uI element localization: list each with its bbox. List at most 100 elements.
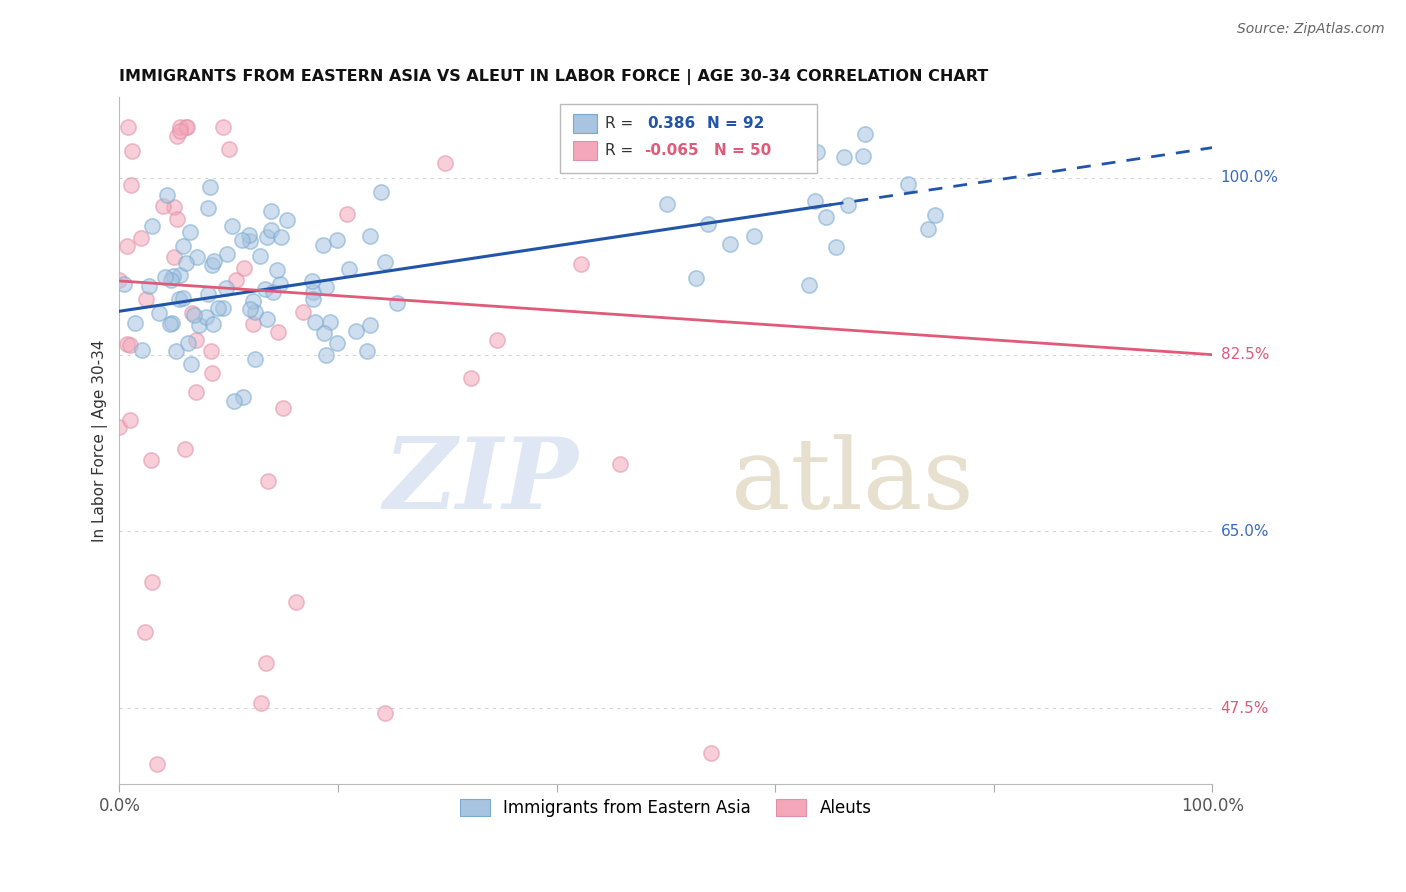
Point	[655, 197, 678, 211]
Point	[291, 305, 314, 319]
Point	[249, 249, 271, 263]
Point	[374, 255, 396, 269]
Y-axis label: In Labor Force | Age 30-34: In Labor Force | Age 30-34	[93, 339, 108, 541]
Text: 0.386: 0.386	[647, 116, 696, 131]
Bar	[572, 141, 598, 161]
Point	[148, 306, 170, 320]
Text: IMMIGRANTS FROM EASTERN ASIA VS ALEUT IN LABOR FORCE | AGE 30-34 CORRELATION CHA: IMMIGRANTS FROM EASTERN ASIA VS ALEUT IN…	[120, 69, 988, 85]
Point	[146, 756, 169, 771]
Point	[222, 394, 245, 409]
Point	[174, 256, 197, 270]
Point	[685, 270, 707, 285]
Point	[815, 210, 838, 224]
Point	[212, 120, 235, 135]
Bar	[572, 113, 598, 133]
Point	[433, 155, 456, 169]
Point	[256, 311, 278, 326]
Point	[169, 268, 191, 283]
Point	[700, 747, 723, 761]
Point	[271, 401, 294, 415]
Point	[201, 317, 224, 331]
Point	[359, 318, 381, 333]
Point	[180, 357, 202, 371]
Point	[120, 412, 142, 426]
Point	[197, 201, 219, 215]
Point	[359, 228, 381, 243]
Point	[718, 236, 741, 251]
Point	[169, 120, 191, 135]
Point	[356, 343, 378, 358]
Point	[853, 127, 876, 141]
Point	[160, 273, 183, 287]
Point	[165, 344, 187, 359]
Point	[200, 344, 222, 359]
Point	[183, 308, 205, 322]
Point	[269, 277, 291, 291]
Point	[225, 273, 247, 287]
Point	[163, 200, 186, 214]
Point	[304, 315, 326, 329]
Point	[212, 301, 235, 315]
Point	[188, 318, 211, 332]
Point	[108, 273, 131, 287]
Point	[804, 194, 827, 209]
Point	[115, 239, 138, 253]
Text: R =: R =	[605, 116, 633, 131]
Point	[141, 574, 163, 589]
Point	[337, 261, 360, 276]
Point	[201, 367, 224, 381]
Legend: Immigrants from Eastern Asia, Aleuts: Immigrants from Eastern Asia, Aleuts	[454, 792, 879, 823]
Point	[239, 234, 262, 248]
Point	[266, 262, 288, 277]
Point	[243, 304, 266, 318]
Point	[231, 233, 253, 247]
Point	[315, 279, 337, 293]
Point	[924, 208, 946, 222]
Point	[197, 287, 219, 301]
Point	[135, 292, 157, 306]
Point	[221, 219, 243, 233]
Text: 82.5%: 82.5%	[1220, 347, 1268, 362]
Point	[250, 696, 273, 710]
Point	[254, 282, 277, 296]
Point	[270, 229, 292, 244]
Point	[256, 475, 278, 489]
Point	[156, 187, 179, 202]
Point	[262, 285, 284, 300]
FancyBboxPatch shape	[560, 104, 817, 173]
Point	[238, 227, 260, 242]
Text: 65.0%: 65.0%	[1220, 524, 1270, 539]
Point	[163, 250, 186, 264]
Point	[385, 296, 408, 310]
Point	[314, 326, 336, 341]
Point	[134, 625, 156, 640]
Point	[141, 452, 163, 467]
Point	[184, 385, 207, 400]
Text: 47.5%: 47.5%	[1220, 700, 1268, 715]
Point	[141, 219, 163, 234]
Point	[897, 177, 920, 191]
Point	[108, 419, 131, 434]
Point	[159, 318, 181, 332]
Point	[152, 199, 174, 213]
Point	[162, 316, 184, 330]
Point	[370, 185, 392, 199]
Point	[832, 150, 855, 164]
Point	[569, 257, 592, 271]
Point	[174, 120, 197, 135]
Point	[162, 269, 184, 284]
Point	[186, 251, 208, 265]
Point	[256, 229, 278, 244]
Point	[167, 292, 190, 306]
Text: 100.0%: 100.0%	[1220, 170, 1278, 186]
Point	[117, 120, 139, 135]
Point	[184, 333, 207, 347]
Point	[176, 120, 198, 135]
Point	[242, 317, 264, 331]
Point	[319, 315, 342, 329]
Point	[276, 213, 298, 227]
Point	[120, 178, 142, 192]
Text: N = 50: N = 50	[714, 144, 770, 158]
Point	[121, 144, 143, 158]
Point	[315, 348, 337, 362]
